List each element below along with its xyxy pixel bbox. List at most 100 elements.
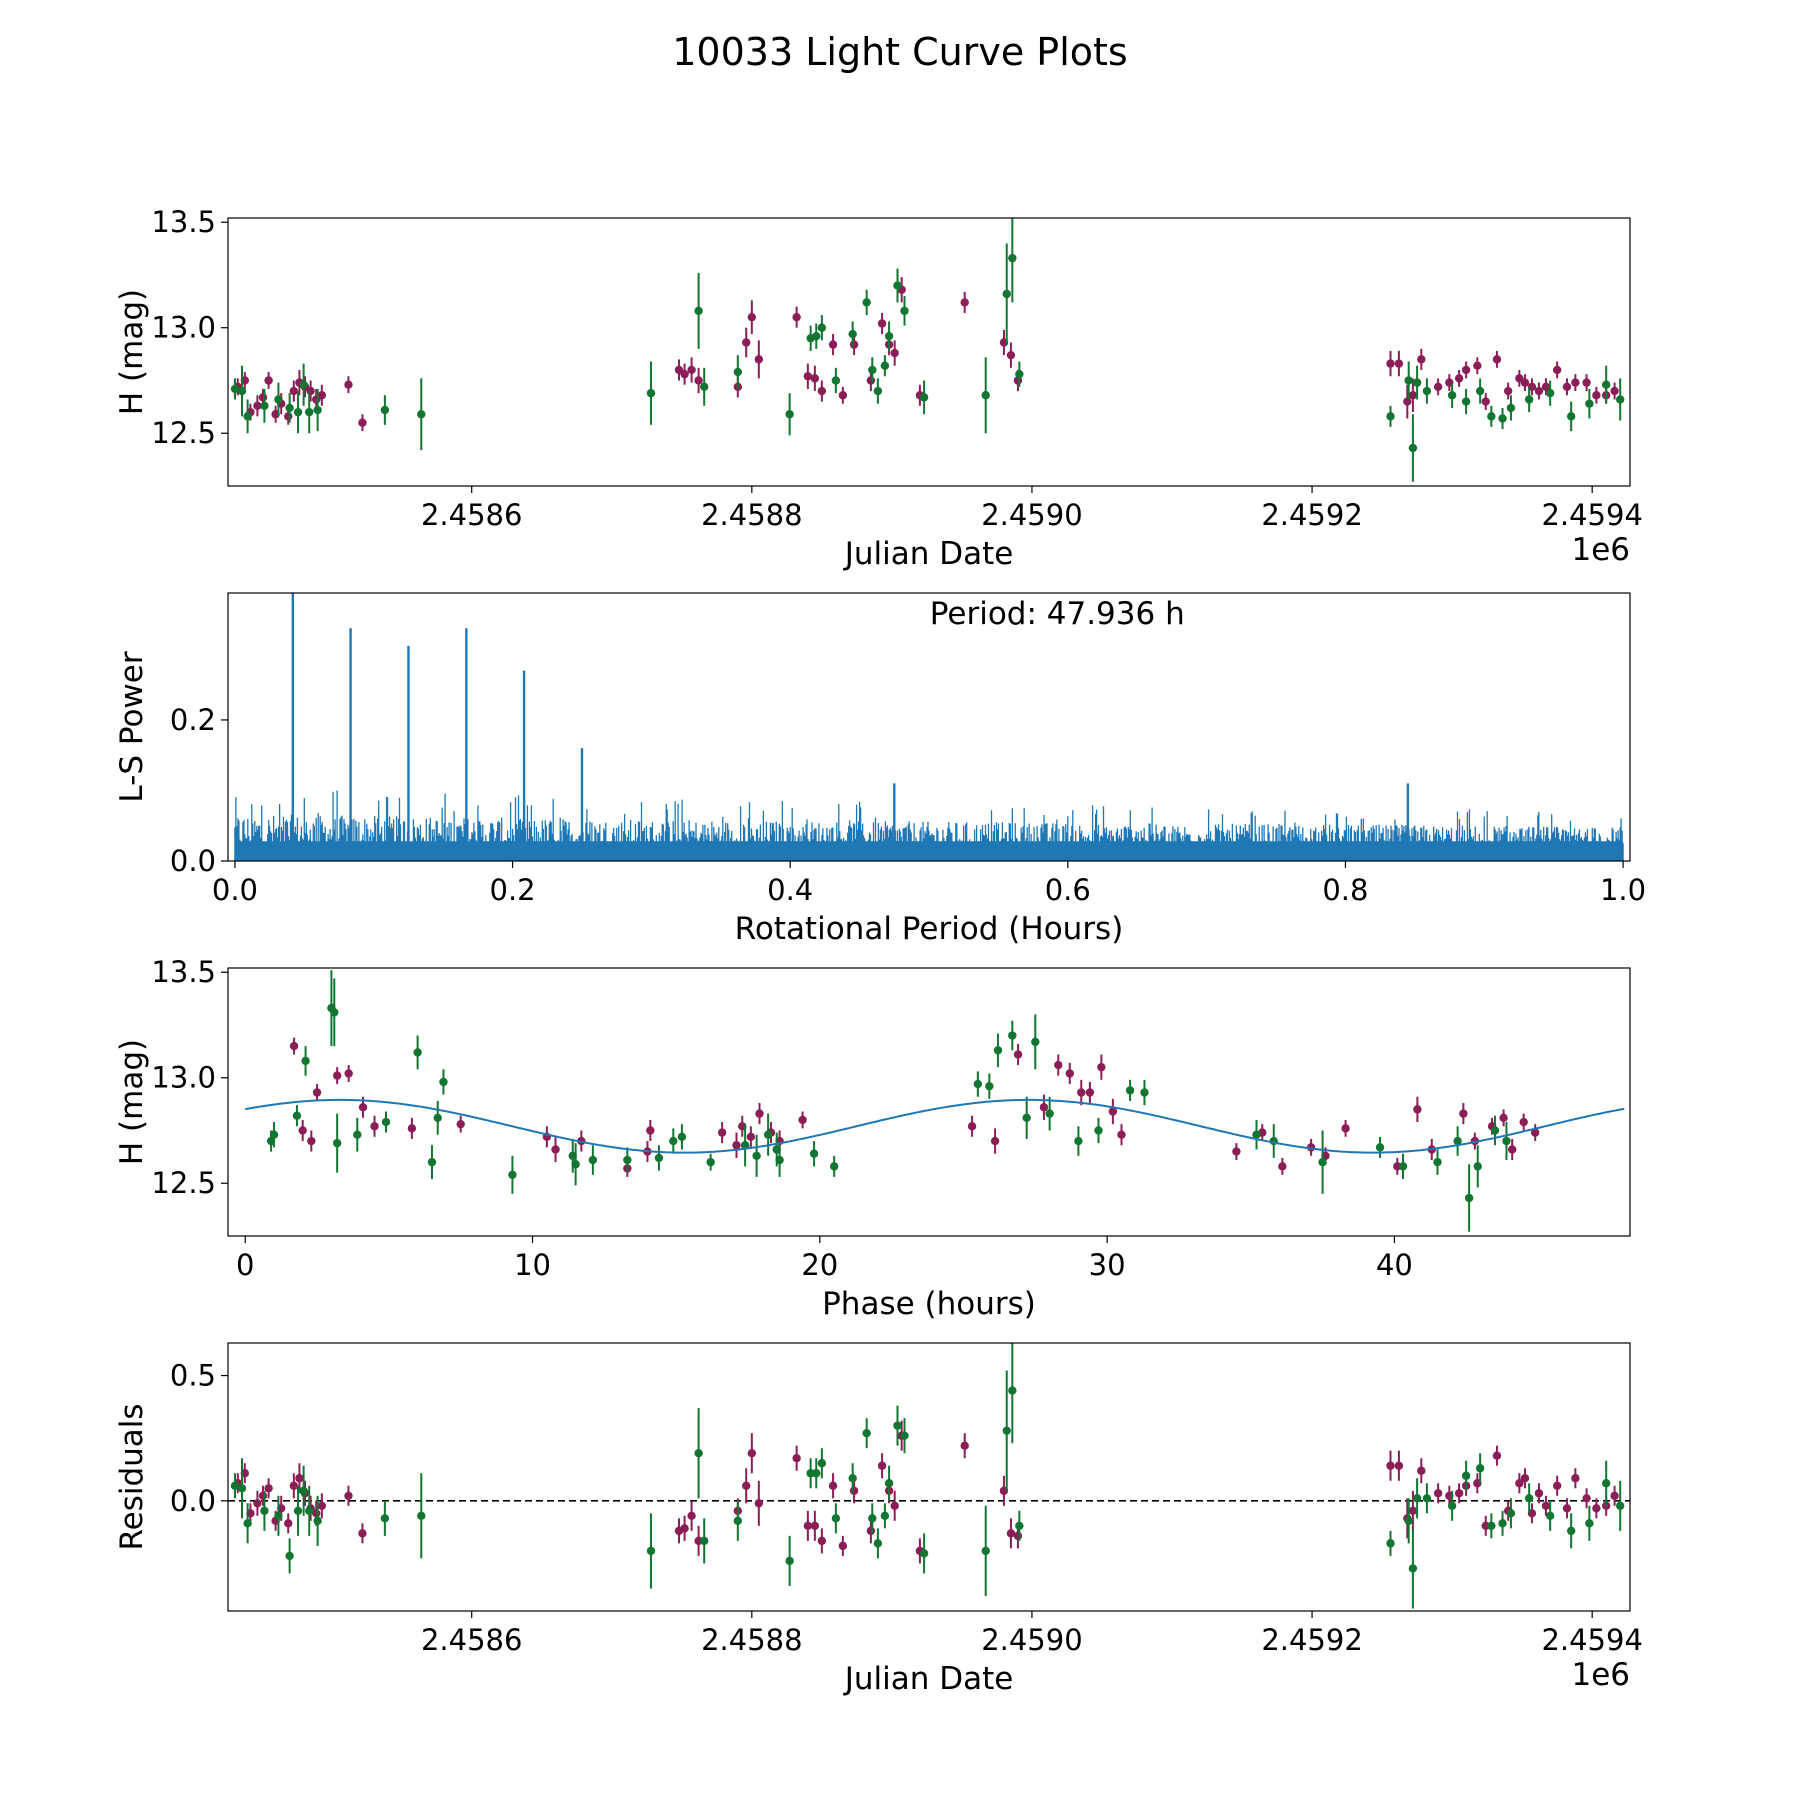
data-point (831, 1514, 841, 1523)
y-axis-label: L-S Power (114, 651, 150, 802)
data-point (1386, 1461, 1395, 1470)
data-point (1473, 361, 1482, 370)
data-point (551, 1145, 560, 1154)
data-point (967, 1122, 977, 1131)
data-point (1582, 378, 1591, 387)
data-point (862, 298, 871, 307)
data-point (646, 388, 656, 398)
y-tick-label: 0.0 (170, 844, 216, 878)
data-point (829, 1162, 839, 1171)
data-point (1031, 1037, 1040, 1047)
data-point (1582, 1494, 1591, 1503)
data-point (1615, 395, 1625, 404)
data-point (985, 1081, 994, 1091)
y-axis-label: Residuals (114, 1403, 150, 1550)
data-point (284, 412, 293, 421)
data-point (1039, 1103, 1049, 1112)
data-point (798, 1115, 807, 1125)
data-point (1498, 1519, 1507, 1528)
data-point (417, 410, 426, 419)
data-point (1487, 412, 1496, 421)
data-point (588, 1155, 598, 1165)
data-point (353, 1130, 362, 1139)
data-point (838, 1541, 848, 1551)
data-point (1413, 1105, 1422, 1114)
data-point (884, 331, 894, 341)
data-point (289, 1481, 299, 1490)
y-tick-label: 0.2 (170, 703, 216, 737)
data-point (792, 312, 801, 322)
x-tick-label: 0.4 (767, 873, 813, 907)
data-point (344, 1069, 353, 1078)
data-point (1447, 1501, 1457, 1511)
data-point (1278, 1162, 1287, 1171)
data-point (1545, 1511, 1555, 1521)
data-point (1002, 1426, 1011, 1435)
data-point (973, 1079, 983, 1089)
data-point (733, 1516, 743, 1526)
data-point (243, 412, 252, 421)
data-point (877, 1461, 887, 1470)
x-tick-label: 40 (1376, 1248, 1413, 1282)
data-point (1318, 1157, 1327, 1167)
data-point (1615, 1501, 1625, 1511)
data-point (654, 1153, 664, 1163)
data-point (740, 1141, 750, 1150)
data-point (812, 1469, 821, 1478)
data-point (299, 1486, 308, 1495)
x-tick-label: 2.4590 (981, 498, 1082, 532)
data-point (849, 1486, 859, 1495)
y-tick-label: 13.5 (151, 955, 216, 989)
data-point (680, 1524, 689, 1533)
axes-frame (227, 592, 1631, 862)
data-point (317, 1501, 327, 1511)
data-point (571, 1160, 580, 1169)
data-point (1585, 1519, 1594, 1528)
data-point (1006, 350, 1016, 360)
y-tick-label: 12.5 (151, 416, 216, 450)
data-point (868, 1514, 877, 1523)
data-point (1013, 1531, 1023, 1541)
data-point (1453, 1136, 1462, 1146)
data-point (733, 367, 743, 377)
x-tick-label: 1.0 (1600, 873, 1646, 907)
data-point (1386, 359, 1395, 368)
data-point (305, 407, 314, 417)
data-point (1408, 1564, 1418, 1573)
data-point (810, 374, 820, 383)
y-tick-label: 13.5 (151, 205, 216, 239)
figure-title: 10033 Light Curve Plots (672, 30, 1127, 74)
data-point (752, 1151, 761, 1161)
data-point (1506, 403, 1516, 413)
data-point (1108, 1107, 1118, 1116)
data-point (1404, 376, 1413, 385)
data-point (307, 1136, 316, 1146)
data-point (700, 382, 709, 392)
data-point (258, 1491, 268, 1500)
data-point (742, 1481, 751, 1490)
y-tick-label: 13.0 (151, 1061, 216, 1095)
data-point (1490, 1126, 1500, 1135)
data-point (1541, 382, 1551, 392)
x-tick-label: 2.4594 (1541, 498, 1642, 532)
plot-area (228, 1343, 1630, 1609)
data-point (1117, 1130, 1126, 1139)
x-tick-label: 2.4594 (1541, 1623, 1642, 1657)
data-point (253, 401, 262, 411)
data-point (1386, 1539, 1395, 1548)
data-point (230, 1481, 240, 1490)
data-point (1403, 397, 1412, 406)
data-point (1571, 1474, 1580, 1483)
x-tick-label: 2.4588 (701, 1623, 802, 1657)
data-point (706, 1157, 715, 1167)
data-point (775, 1155, 784, 1165)
data-point (1097, 1062, 1106, 1072)
data-point (817, 323, 827, 332)
data-point (1433, 1489, 1443, 1498)
data-point (810, 1521, 820, 1531)
y-tick-label: 12.5 (151, 1166, 216, 1200)
residuals-panel: 2.4586 2.4588 2.4590 2.4592 2.4594 0.0 0.5 Juli… (114, 1342, 1643, 1697)
data-point (1433, 1157, 1442, 1167)
plot-area (245, 970, 1625, 1232)
